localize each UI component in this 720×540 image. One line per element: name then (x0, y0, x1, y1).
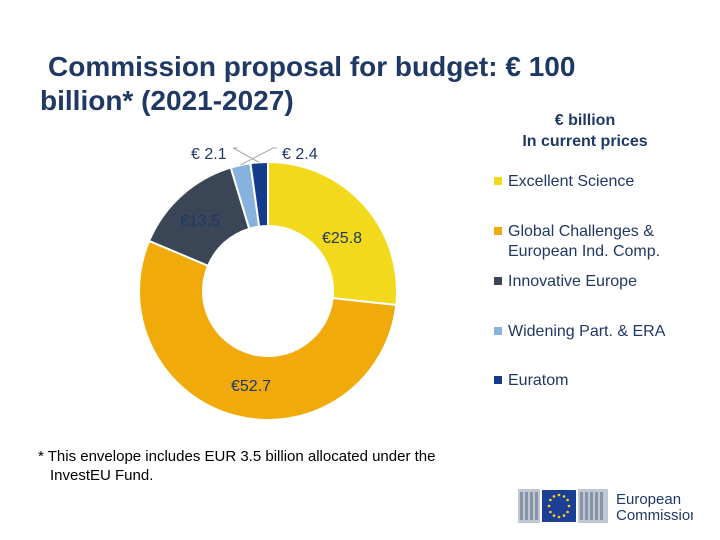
legend-item-euratom: Euratom (494, 371, 568, 391)
legend-swatch (494, 277, 502, 285)
legend-swatch (494, 327, 502, 335)
slice-euratom (249, 160, 269, 228)
legend-label-line: Global Challenges & (508, 223, 654, 240)
legend-label: Euratom (508, 371, 568, 391)
title-line-2: billion* (2021-2027) (40, 85, 294, 116)
data-label: €13.5 (180, 213, 220, 230)
legend-swatch (494, 376, 502, 384)
legend-item-innovative-europe: Innovative Europe (494, 272, 637, 292)
title-line-1: Commission proposal for budget: € 100 (48, 51, 576, 82)
data-label: €25.8 (322, 230, 362, 247)
legend-label: Innovative Europe (508, 272, 637, 292)
legend-label: Excellent Science (508, 172, 634, 192)
leader-line (240, 147, 277, 166)
data-label: € 2.4 (282, 146, 318, 163)
footnote-line-2: InvestEU Fund. (50, 467, 154, 484)
legend-label: Widening Part. & ERA (508, 322, 665, 342)
unit-note: € billion In current prices (490, 110, 680, 152)
legend-item-excellent-science: Excellent Science (494, 172, 634, 192)
logo-text-line-1: European (616, 491, 681, 508)
legend-swatch (494, 227, 502, 235)
eu-flag-icon (542, 490, 576, 522)
ec-building-icon (518, 489, 540, 523)
footnote-line-1: * This envelope includes EUR 3.5 billion… (38, 448, 436, 465)
page-title: Commission proposal for budget: € 100 bi… (40, 50, 640, 118)
european-commission-logo: European Commission (518, 489, 693, 524)
data-label: € 2.1 (191, 146, 227, 163)
ec-building-right-icon (578, 489, 608, 523)
unit-note-line-2: In current prices (522, 133, 648, 150)
slice-global-challenges-european-ind-comp (138, 239, 398, 421)
legend-item-widening: Widening Part. & ERA (494, 322, 665, 342)
slice-excellent-science (267, 160, 398, 307)
legend-label: Global Challenges & European Ind. Comp. (508, 222, 660, 262)
leader-line (232, 147, 260, 163)
legend-swatch (494, 177, 502, 185)
legend-label-line: European Ind. Comp. (508, 243, 661, 260)
logo-text-line-2: Commission (616, 507, 693, 524)
legend-item-global-challenges: Global Challenges & European Ind. Comp. (494, 222, 660, 262)
unit-note-line-1: € billion (554, 112, 616, 129)
legend-label-line: Euratom (508, 372, 569, 389)
legend-label-line: Excellent Science (508, 173, 635, 190)
footnote: * This envelope includes EUR 3.5 billion… (38, 447, 538, 485)
legend-label-line: Innovative Europe (508, 273, 637, 290)
data-label: €52.7 (231, 378, 271, 395)
legend-label-line: Widening Part. & ERA (508, 323, 666, 340)
